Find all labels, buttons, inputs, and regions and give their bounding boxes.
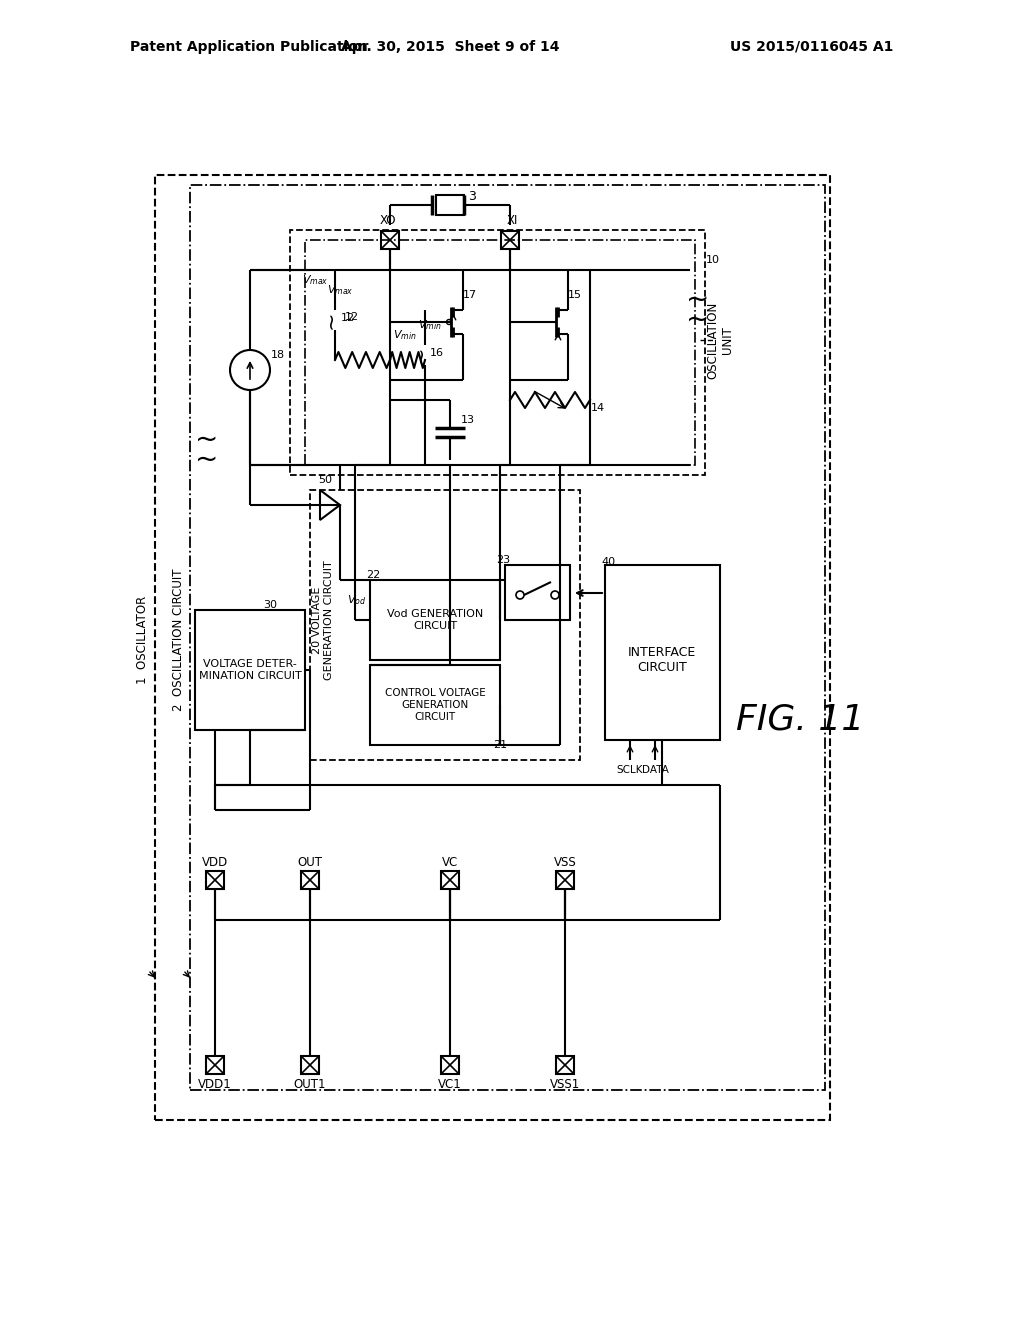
Bar [505,565,570,620]
Text: $V_{od}$: $V_{od}$ [347,593,367,607]
Text: 12: 12 [341,313,355,323]
Text: Apr. 30, 2015  Sheet 9 of 14: Apr. 30, 2015 Sheet 9 of 14 [341,40,559,54]
Text: 20 VOLTAGE
GENERATION CIRCUIT: 20 VOLTAGE GENERATION CIRCUIT [312,560,334,680]
Bar [310,490,580,760]
Text: $V_{min}$: $V_{min}$ [393,329,417,342]
Text: VSS1: VSS1 [550,1078,581,1092]
Bar [605,565,720,741]
Bar [206,1056,224,1074]
Text: VDD1: VDD1 [198,1078,231,1092]
Text: ~: ~ [196,446,219,474]
Text: XO: XO [380,214,396,227]
Text: VOLTAGE DETER-
MINATION CIRCUIT: VOLTAGE DETER- MINATION CIRCUIT [199,659,301,681]
Text: 30: 30 [263,601,278,610]
Text: VDD: VDD [202,855,228,869]
Bar [501,231,519,249]
Text: XI: XI [506,214,518,227]
Bar [190,185,825,1090]
Text: $V_{max}$: $V_{max}$ [327,282,353,297]
Text: INTERFACE
CIRCUIT: INTERFACE CIRCUIT [628,645,696,675]
Bar [301,871,319,888]
Bar [381,231,399,249]
Text: 50: 50 [318,475,332,484]
Bar [556,871,574,888]
Bar [370,665,500,744]
Bar [155,176,830,1119]
Text: 13: 13 [461,414,475,425]
Text: VSS: VSS [554,855,577,869]
Text: ~: ~ [319,310,340,329]
Text: VC1: VC1 [438,1078,462,1092]
Text: ~: ~ [686,306,710,334]
Bar [195,610,305,730]
Bar [436,195,464,215]
Text: 2  OSCILLATION CIRCUIT: 2 OSCILLATION CIRCUIT [171,569,184,711]
Bar [370,579,500,660]
Text: $V_{min}$: $V_{min}$ [418,318,442,331]
Text: VC: VC [442,855,458,869]
Bar [556,1056,574,1074]
Text: FIG. 11: FIG. 11 [736,704,864,737]
Bar [206,871,224,888]
Text: ~: ~ [410,346,430,364]
Bar [290,230,705,475]
Text: 12: 12 [345,312,359,322]
Text: ~: ~ [686,286,710,314]
Text: OSCILLATION
UNIT: OSCILLATION UNIT [706,301,734,379]
Text: 10: 10 [706,255,720,265]
Text: Vod GENERATION
CIRCUIT: Vod GENERATION CIRCUIT [387,610,483,631]
Text: 40: 40 [601,557,615,568]
Text: $V_{max}$: $V_{max}$ [302,273,329,286]
Text: Patent Application Publication: Patent Application Publication [130,40,368,54]
Text: ~: ~ [196,426,219,454]
Text: 15: 15 [568,290,582,300]
Text: OUT: OUT [298,855,323,869]
Text: OUT1: OUT1 [294,1078,327,1092]
Bar [441,1056,459,1074]
Text: 22: 22 [366,570,380,579]
Text: 14: 14 [591,403,605,413]
Text: CONTROL VOLTAGE
GENERATION
CIRCUIT: CONTROL VOLTAGE GENERATION CIRCUIT [385,689,485,722]
Text: 3: 3 [468,190,476,203]
Text: 18: 18 [271,350,285,360]
Text: 1  OSCILLATOR: 1 OSCILLATOR [136,595,150,684]
Text: 17: 17 [463,290,477,300]
Bar [305,240,695,465]
Text: US 2015/0116045 A1: US 2015/0116045 A1 [730,40,893,54]
Text: SCLK: SCLK [616,766,643,775]
Text: DATA: DATA [642,766,669,775]
Text: 23: 23 [496,554,510,565]
Text: 21: 21 [493,741,507,750]
Text: 16: 16 [430,348,444,358]
Bar [441,871,459,888]
Bar [301,1056,319,1074]
